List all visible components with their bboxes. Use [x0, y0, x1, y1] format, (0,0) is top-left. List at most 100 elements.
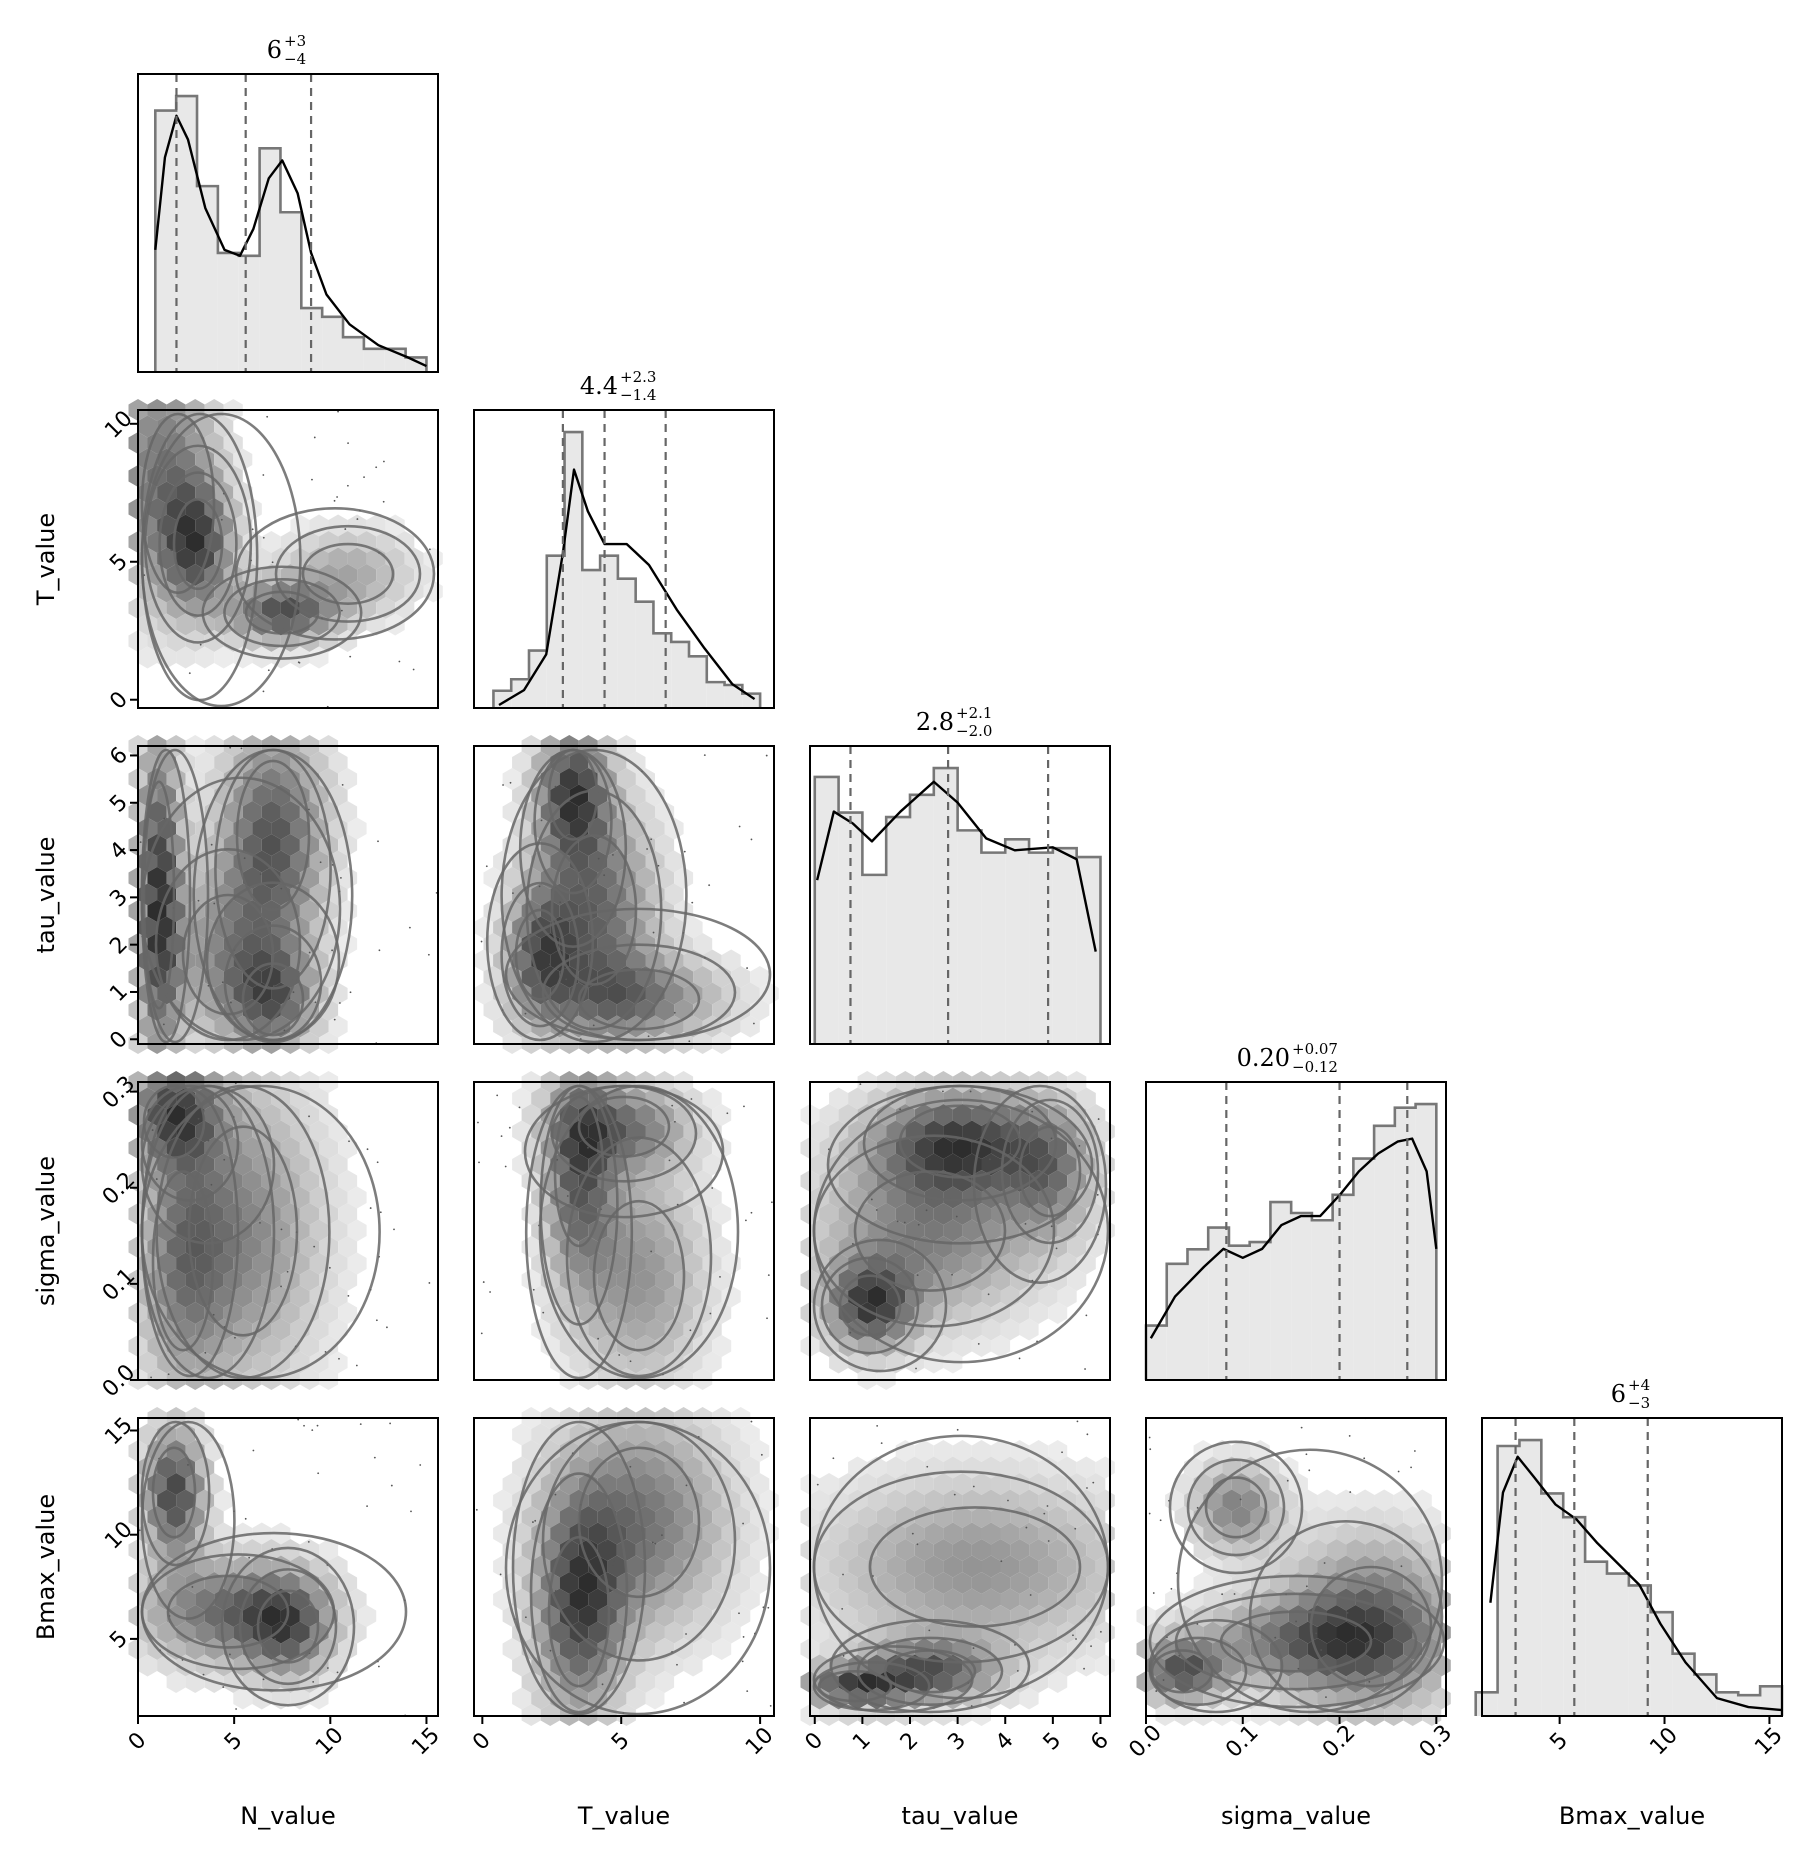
- contour-level: [812, 1661, 931, 1712]
- sample-dot: [1286, 1479, 1289, 1482]
- hist-bar: [1760, 1686, 1782, 1716]
- hex-cell: [578, 1605, 598, 1627]
- sample-dot: [229, 746, 232, 749]
- hex-cell: [1000, 1522, 1020, 1545]
- sample-dot: [1368, 1680, 1371, 1683]
- hex-cell: [943, 1186, 963, 1209]
- hex-cell: [290, 1621, 310, 1644]
- sample-dot: [1413, 1450, 1416, 1452]
- x-tick-label: 3: [943, 1728, 971, 1756]
- sample-dot: [1083, 1667, 1085, 1670]
- contour-level: [140, 412, 259, 702]
- sample-dot: [942, 1090, 944, 1093]
- hist-bar: [1166, 1263, 1188, 1380]
- hist-bar: [1374, 1125, 1395, 1380]
- sample-dot: [524, 1012, 527, 1015]
- hex-cell: [626, 850, 646, 873]
- hex-cell: [1317, 1522, 1337, 1545]
- sample-dot: [1086, 1433, 1089, 1436]
- sample-dot: [340, 876, 342, 879]
- hex-cell: [280, 1335, 300, 1357]
- hex-cell: [550, 1351, 570, 1374]
- hex-cell: [876, 1605, 896, 1627]
- sample-dot: [1029, 1594, 1032, 1596]
- hex-cell: [943, 1489, 963, 1512]
- hex-cell: [952, 1440, 972, 1462]
- hex-cell: [195, 916, 215, 939]
- hex-cell: [1412, 1621, 1432, 1644]
- hex-cell: [338, 801, 358, 823]
- hex-cell: [299, 999, 319, 1021]
- sample-dot: [916, 1543, 919, 1546]
- x-axis-sigma_value: 0.0 0.1 0.2 0.3 sigma_value: [1124, 1716, 1457, 1830]
- sample-dot: [604, 1540, 607, 1542]
- hex-cell: [1029, 1440, 1049, 1462]
- contours-T_value-Bmax_value: [504, 1420, 772, 1716]
- sample-dot: [646, 848, 648, 850]
- hex-cell: [559, 1605, 579, 1627]
- sample-dot: [1162, 1679, 1165, 1681]
- hist-bar: [742, 693, 761, 708]
- sample-dot: [880, 1442, 883, 1445]
- hex-cell: [261, 531, 281, 553]
- hex-cell: [674, 1605, 694, 1627]
- hist-bar: [405, 357, 427, 372]
- sample-dot: [138, 1529, 141, 1532]
- sample-dot: [917, 1223, 920, 1226]
- sample-dot: [876, 1424, 879, 1427]
- hex-cell: [569, 1252, 589, 1275]
- hex-cell: [943, 1588, 963, 1611]
- sample-dot: [629, 1465, 632, 1468]
- sample-dot: [478, 1161, 480, 1164]
- hist-bar: [617, 578, 636, 708]
- hex-cell: [1000, 1654, 1020, 1677]
- hex-cell: [214, 1252, 234, 1275]
- hex-cell: [204, 1137, 224, 1159]
- hex-cell: [166, 630, 186, 652]
- hex-cell: [1019, 1588, 1039, 1611]
- hex-cell: [721, 982, 741, 1005]
- hex-cell: [750, 966, 770, 988]
- hex-cell: [261, 1638, 281, 1660]
- hex-cell: [195, 1456, 215, 1479]
- sample-dot: [709, 1312, 712, 1315]
- hex-cell: [962, 1285, 982, 1308]
- sample-dot: [262, 690, 265, 693]
- sample-dot: [903, 1221, 906, 1224]
- hex-cell: [933, 1137, 953, 1159]
- hex-cell: [712, 1440, 732, 1462]
- hex-cell: [357, 564, 377, 586]
- sample-dot: [308, 1115, 310, 1118]
- sample-dot: [566, 1195, 569, 1197]
- sample-dot: [312, 1680, 315, 1683]
- hex-cell: [204, 1335, 224, 1357]
- x-tick-label: 0.2: [1318, 1720, 1360, 1762]
- hex-cell: [1019, 1687, 1039, 1710]
- contours-N_value-tau_value: [140, 748, 354, 1044]
- hex-cell: [693, 1236, 713, 1258]
- hex-cell: [280, 834, 300, 856]
- contour-level: [158, 471, 238, 617]
- summary-minus: −1.4: [620, 386, 656, 404]
- panel-frame-2-1: [473, 745, 775, 1045]
- hex-cell: [280, 1572, 300, 1594]
- hex-cell: [635, 1170, 655, 1192]
- hex-cell: [1057, 1153, 1077, 1176]
- sample-dot: [197, 1117, 200, 1120]
- contour-level: [142, 1084, 206, 1159]
- sample-dot: [532, 1521, 534, 1523]
- hex-cell: [531, 751, 551, 774]
- hex-cell: [550, 1252, 570, 1275]
- sample-dot: [408, 926, 411, 929]
- hex-cell: [347, 547, 367, 570]
- contour-level: [1168, 1440, 1304, 1575]
- hex-cell: [242, 1269, 262, 1291]
- hex-cell: [309, 1252, 329, 1275]
- hex-cell: [1019, 1120, 1039, 1143]
- hex-cell: [309, 1588, 329, 1611]
- hex-cell: [1067, 1269, 1087, 1291]
- hex-cell: [550, 1219, 570, 1242]
- hex-cell: [867, 1153, 887, 1176]
- histogram-sigma_value: [1144, 1082, 1438, 1380]
- hex-cell: [1336, 1522, 1356, 1545]
